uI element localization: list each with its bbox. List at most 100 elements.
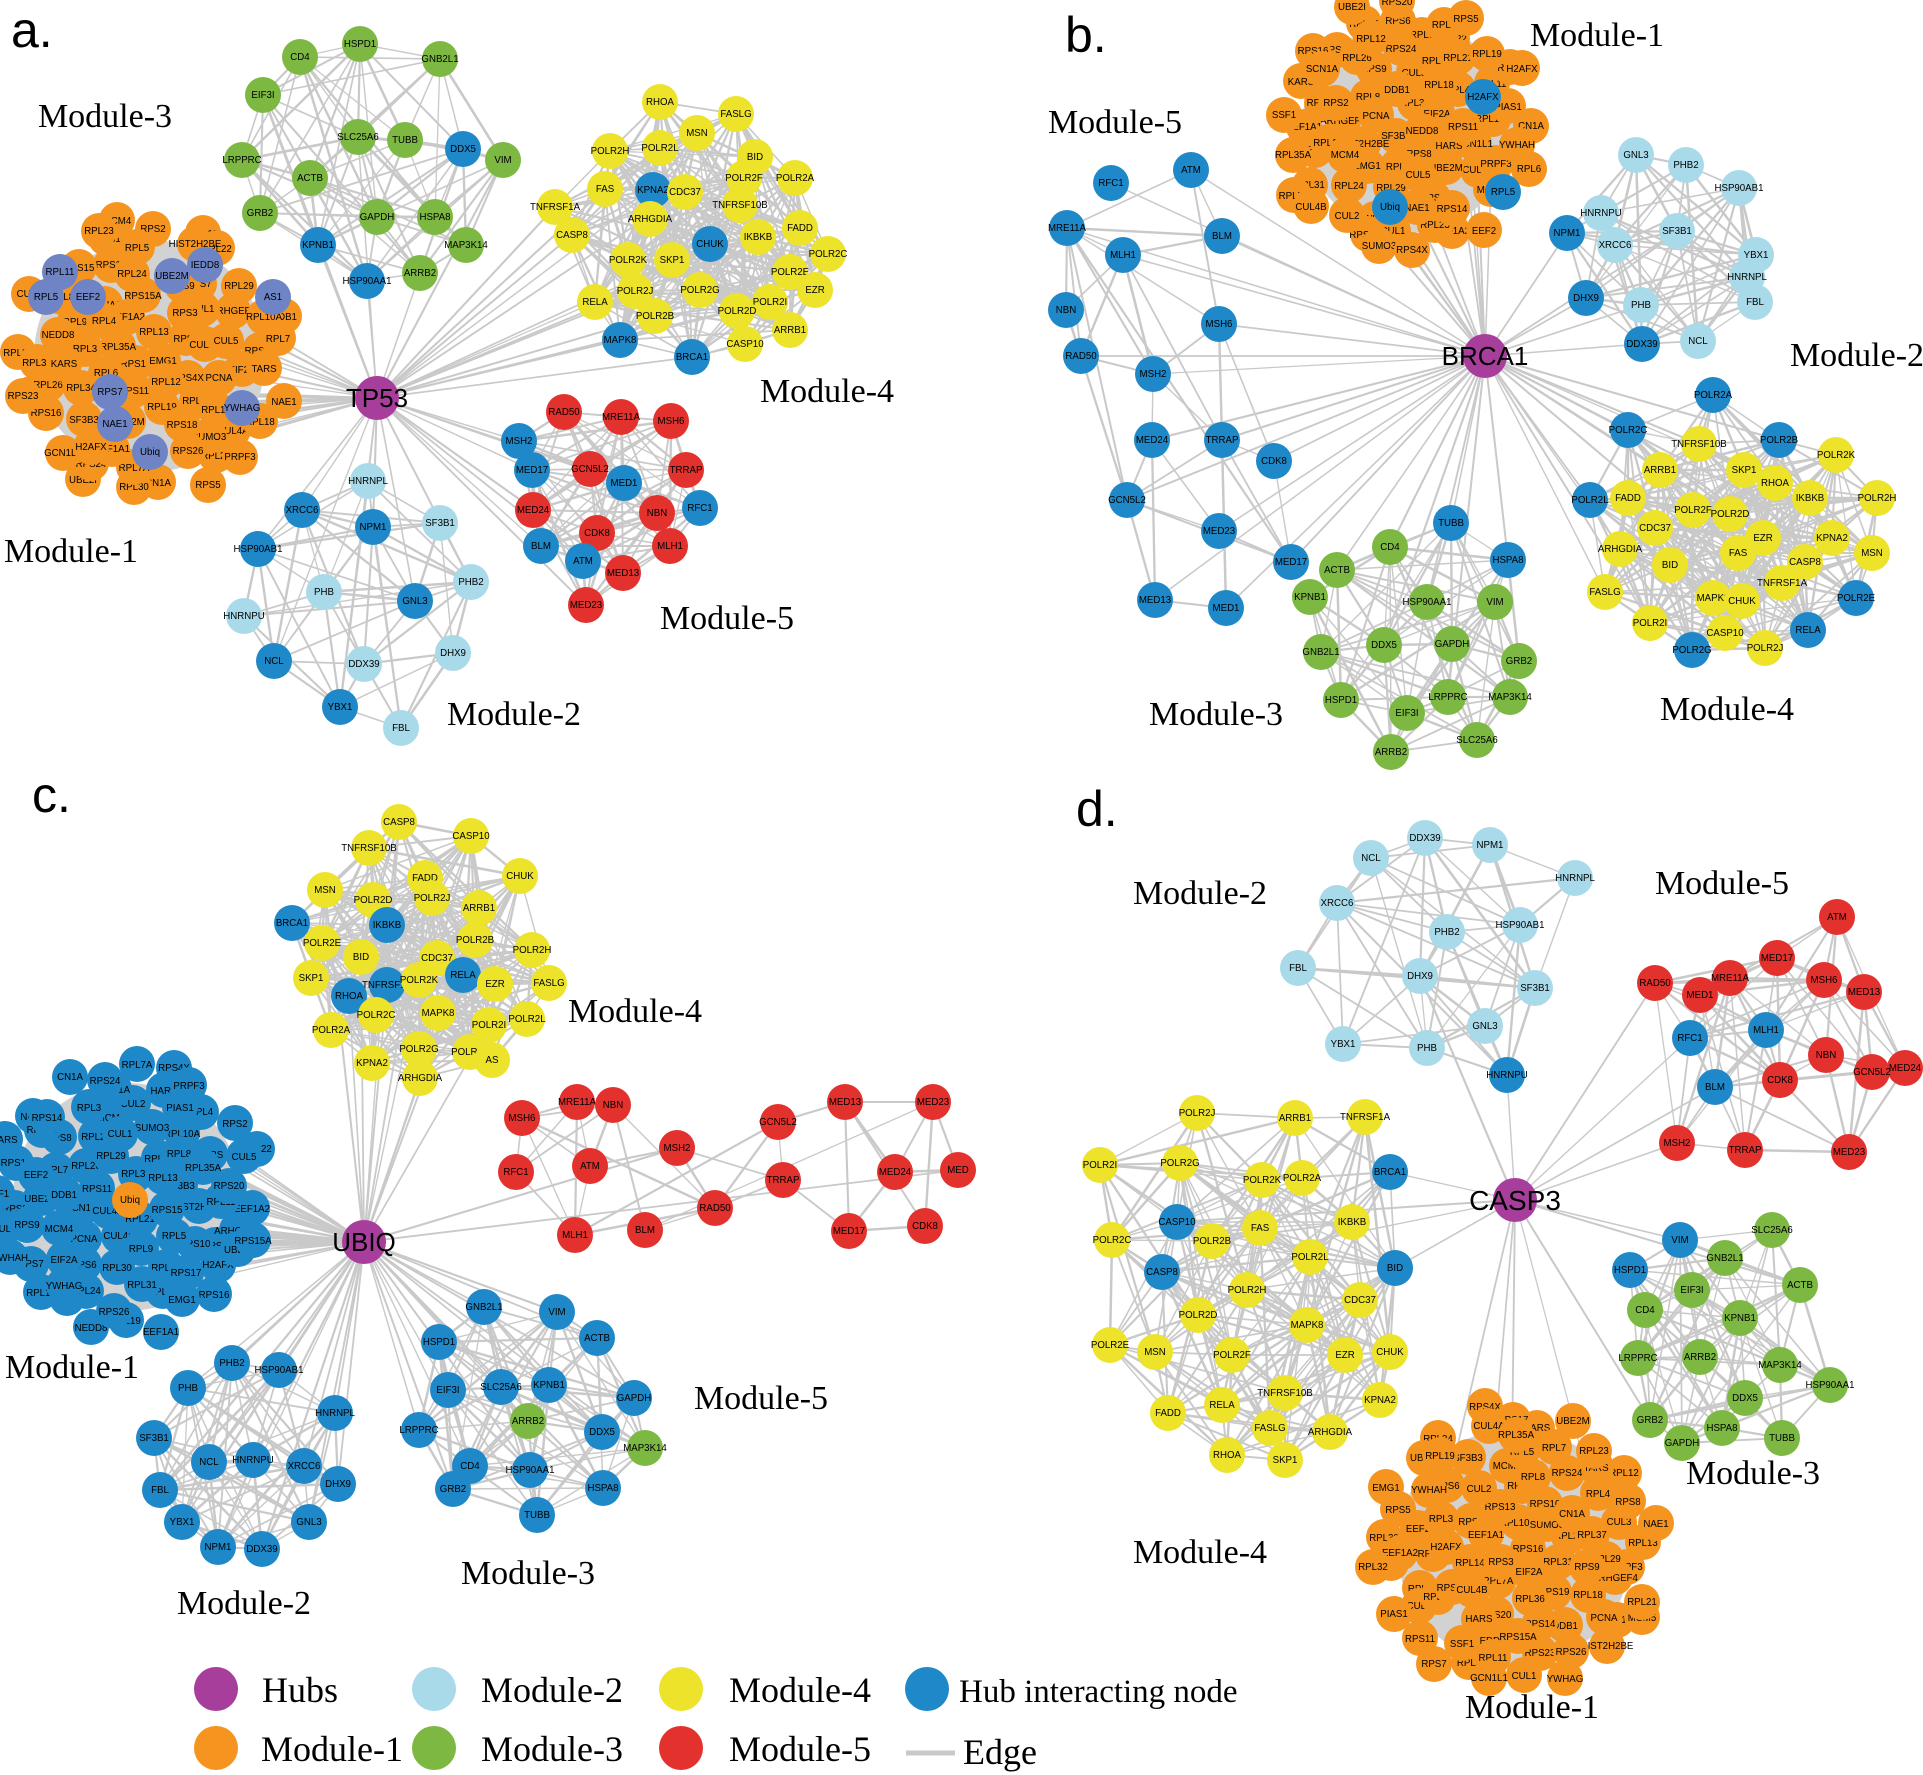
svg-text:RPS4X: RPS4X <box>1469 1402 1501 1413</box>
svg-text:DDX5: DDX5 <box>1371 640 1397 651</box>
svg-text:RPS2: RPS2 <box>140 224 165 235</box>
svg-text:ARRB2: ARRB2 <box>1375 747 1407 758</box>
svg-text:BRCA1: BRCA1 <box>676 352 708 363</box>
svg-text:POLR2A: POLR2A <box>1283 1173 1322 1184</box>
svg-text:Ubiq: Ubiq <box>1380 202 1400 213</box>
svg-text:POLR2B: POLR2B <box>1760 435 1798 446</box>
svg-text:CUL5: CUL5 <box>1406 170 1431 181</box>
svg-text:H2AFX: H2AFX <box>202 1260 234 1271</box>
svg-text:RPL30: RPL30 <box>119 482 149 493</box>
svg-text:EZR: EZR <box>485 979 504 990</box>
svg-text:MLH1: MLH1 <box>562 1230 588 1241</box>
svg-text:MSH6: MSH6 <box>1811 975 1838 986</box>
svg-text:FADD: FADD <box>1155 1408 1181 1419</box>
svg-text:POLR2D: POLR2D <box>354 895 393 906</box>
svg-text:HSPA8: HSPA8 <box>587 1483 618 1494</box>
svg-text:EEF1A1: EEF1A1 <box>1468 1530 1504 1541</box>
svg-text:RPS11: RPS11 <box>1448 122 1478 133</box>
svg-text:RPL3: RPL3 <box>73 344 97 355</box>
svg-text:IKBKB: IKBKB <box>1338 1217 1367 1228</box>
svg-text:CHUK: CHUK <box>506 871 534 882</box>
svg-text:RPL35A: RPL35A <box>1275 150 1312 161</box>
svg-text:HIST2H2BE: HIST2H2BE <box>1581 1641 1634 1652</box>
svg-text:TNFRSF10B: TNFRSF10B <box>712 200 767 211</box>
svg-text:RPS18: RPS18 <box>167 420 198 431</box>
svg-text:BID: BID <box>747 152 763 163</box>
svg-text:YBX1: YBX1 <box>328 702 353 713</box>
svg-text:CDC37: CDC37 <box>1639 523 1671 534</box>
svg-text:MED1: MED1 <box>1213 603 1240 614</box>
svg-text:DDX5: DDX5 <box>1732 1393 1758 1404</box>
svg-text:RPS24: RPS24 <box>1552 1468 1583 1479</box>
svg-text:MED17: MED17 <box>516 465 548 476</box>
svg-text:POLR2L: POLR2L <box>1291 1252 1329 1263</box>
svg-text:MED24: MED24 <box>1889 1063 1922 1074</box>
svg-text:RPL24: RPL24 <box>117 269 147 280</box>
svg-text:NBN: NBN <box>603 1100 623 1111</box>
svg-text:GNL3: GNL3 <box>402 596 427 607</box>
svg-text:FASLG: FASLG <box>533 978 564 989</box>
svg-text:DDB1: DDB1 <box>1552 1621 1578 1632</box>
svg-text:POLR2E: POLR2E <box>1091 1340 1130 1351</box>
svg-text:HARS: HARS <box>151 1086 178 1097</box>
svg-text:RELA: RELA <box>1795 625 1821 636</box>
svg-text:FAS: FAS <box>1251 1223 1270 1234</box>
svg-text:CDK8: CDK8 <box>584 528 610 539</box>
svg-text:PRPF3: PRPF3 <box>224 452 255 463</box>
svg-text:POLR2H: POLR2H <box>513 945 552 956</box>
svg-text:MED24: MED24 <box>879 1167 912 1178</box>
svg-text:RPL4: RPL4 <box>189 1107 214 1118</box>
svg-text:RPL37: RPL37 <box>1577 1530 1607 1541</box>
svg-text:RPS15: RPS15 <box>64 263 95 274</box>
svg-text:EIF2A: EIF2A <box>1516 1567 1543 1578</box>
svg-text:CUL2: CUL2 <box>1467 1484 1492 1495</box>
svg-text:RPS23: RPS23 <box>1525 1648 1556 1659</box>
svg-text:Module-4: Module-4 <box>1133 1534 1267 1571</box>
svg-text:POLR2H: POLR2H <box>1858 493 1897 504</box>
svg-text:EEF1A1: EEF1A1 <box>143 1327 179 1338</box>
svg-text:EZR: EZR <box>805 285 824 296</box>
svg-text:MRE11A: MRE11A <box>1711 973 1750 984</box>
svg-text:TNFRSF1A: TNFRSF1A <box>530 202 581 213</box>
svg-text:FBL: FBL <box>1289 963 1307 974</box>
svg-text:POLR2C: POLR2C <box>809 249 848 260</box>
svg-text:PHB2: PHB2 <box>458 577 483 588</box>
svg-text:EZR: EZR <box>1335 1350 1354 1361</box>
svg-text:POLR2G: POLR2G <box>399 1044 438 1055</box>
svg-text:ARHGDIA: ARHGDIA <box>398 1073 443 1084</box>
svg-text:CUL3: CUL3 <box>1607 1517 1632 1528</box>
svg-text:POLR2F: POLR2F <box>1213 1350 1251 1361</box>
svg-text:Module-3: Module-3 <box>38 98 172 135</box>
svg-text:Module-4: Module-4 <box>760 373 894 410</box>
svg-text:TNFRSF10B: TNFRSF10B <box>1671 439 1726 450</box>
svg-text:DDX39: DDX39 <box>1626 339 1657 350</box>
svg-text:RPS26: RPS26 <box>99 1307 130 1318</box>
svg-text:RELA: RELA <box>582 297 608 308</box>
svg-text:RPL10A: RPL10A <box>246 312 283 323</box>
svg-text:POLR2A: POLR2A <box>1694 390 1733 401</box>
svg-text:KARS: KARS <box>1524 1423 1551 1434</box>
svg-text:RPS11: RPS11 <box>119 386 149 397</box>
svg-text:MSH6: MSH6 <box>509 1113 536 1124</box>
svg-text:ARRB1: ARRB1 <box>774 325 806 336</box>
svg-text:RPS15A: RPS15A <box>124 291 162 302</box>
svg-text:TRRAP: TRRAP <box>1729 1145 1762 1156</box>
svg-text:HSP90AA1: HSP90AA1 <box>1805 1380 1854 1391</box>
svg-text:EIF3I: EIF3I <box>1395 708 1418 719</box>
svg-text:MED13: MED13 <box>1848 987 1880 998</box>
svg-text:TNFRSF10B: TNFRSF10B <box>1257 1388 1312 1399</box>
svg-text:CN1A: CN1A <box>1518 121 1544 132</box>
svg-text:YBX1: YBX1 <box>170 1517 195 1528</box>
svg-text:HNRNPU: HNRNPU <box>223 611 264 622</box>
svg-text:CASP10: CASP10 <box>1706 628 1744 639</box>
svg-text:HSP90AB1: HSP90AB1 <box>1714 183 1763 194</box>
svg-text:NCL: NCL <box>1361 853 1381 864</box>
svg-text:HIST2H2BE: HIST2H2BE <box>173 1202 226 1213</box>
svg-text:EMG1: EMG1 <box>1353 161 1380 172</box>
svg-text:RPL18: RPL18 <box>245 417 275 428</box>
svg-text:RPL5: RPL5 <box>1510 1447 1534 1458</box>
svg-text:VIM: VIM <box>1671 1235 1688 1246</box>
svg-text:RFC1: RFC1 <box>687 503 712 514</box>
svg-text:GNL3: GNL3 <box>1472 1021 1497 1032</box>
svg-text:RPS26: RPS26 <box>1322 45 1353 56</box>
